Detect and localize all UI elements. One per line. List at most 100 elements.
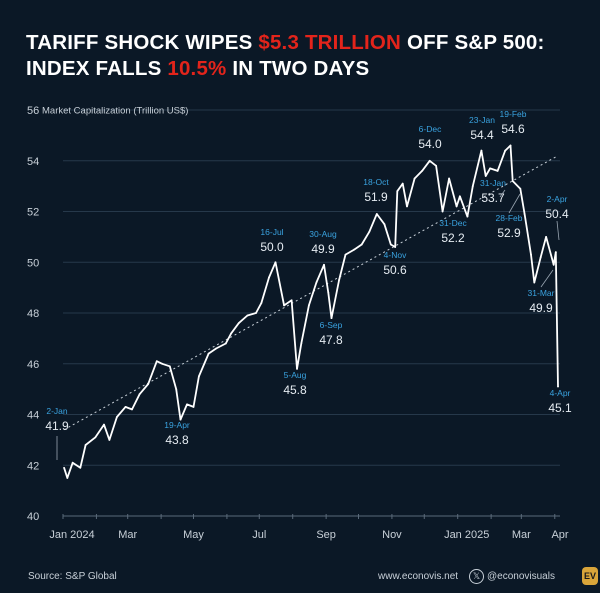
econovis-logo: EV	[582, 567, 598, 585]
data-point	[509, 144, 512, 147]
y-tick-label: 48	[27, 308, 39, 320]
annotation-value: 47.8	[319, 333, 343, 347]
annotation-date: 31-Dec	[439, 218, 467, 228]
data-point	[268, 276, 270, 279]
y-tick-label: 46	[27, 359, 39, 371]
y-tick-label: 42	[27, 460, 39, 472]
x-tick-label: May	[183, 529, 204, 541]
data-point	[274, 261, 277, 264]
x-tick-label: Mar	[118, 529, 137, 541]
data-point	[192, 405, 195, 408]
annotation-date: 5-Aug	[284, 370, 307, 380]
data-point	[315, 281, 318, 284]
x-tick-label: Mar	[512, 529, 531, 541]
data-point	[230, 332, 233, 335]
annotation-leader	[556, 220, 560, 241]
data-point	[71, 461, 74, 464]
annotation-value: 41.9	[45, 419, 69, 433]
data-point	[296, 367, 298, 370]
y-tick-label: 56	[27, 105, 39, 117]
data-point	[435, 164, 438, 167]
title-text: IN TWO DAYS	[226, 57, 370, 80]
data-point	[484, 175, 487, 177]
annotation-value: 43.8	[165, 433, 189, 447]
annotation-date: 6-Sep	[320, 320, 343, 330]
annotation-date: 2-Jan	[46, 406, 68, 416]
data-point	[330, 317, 333, 319]
data-point	[155, 360, 158, 363]
data-point	[519, 187, 522, 190]
data-point	[138, 393, 141, 396]
source-note: Source: S&P Global	[28, 571, 117, 582]
data-point	[224, 342, 227, 345]
data-point	[260, 301, 263, 304]
data-point	[108, 438, 111, 441]
data-point	[421, 170, 424, 172]
data-point	[283, 304, 285, 307]
data-point	[360, 243, 363, 246]
data-point	[480, 149, 483, 152]
annotation-date: 2-Apr	[547, 194, 568, 204]
data-point	[338, 279, 340, 281]
data-point	[215, 347, 218, 350]
annotation-date: 4-Nov	[384, 250, 407, 260]
data-point	[458, 195, 461, 198]
data-point	[175, 388, 178, 391]
data-point	[103, 423, 105, 426]
annotation-value: 54.4	[470, 128, 494, 142]
data-point	[300, 342, 303, 345]
data-point	[323, 263, 325, 266]
annotation-date: 31-Jan	[480, 178, 506, 188]
data-point	[353, 248, 356, 251]
website-link[interactable]: www.econovis.net	[378, 571, 459, 582]
data-point	[79, 466, 82, 469]
annotation-date: 18-Oct	[363, 177, 389, 187]
data-point	[545, 235, 548, 238]
market-cap-line	[63, 144, 559, 479]
x-tick-label: Jan 2025	[444, 529, 489, 541]
y-axis-label: Market Capitalization (Trillion US$)	[42, 106, 188, 117]
annotation-value: 52.9	[497, 226, 521, 240]
data-point	[530, 253, 532, 256]
annotation-value: 50.6	[383, 263, 407, 277]
data-point	[396, 190, 399, 193]
data-point	[448, 177, 450, 180]
data-point	[441, 210, 444, 213]
annotation-date: 4-Apr	[550, 388, 571, 398]
data-point	[179, 418, 182, 421]
data-point	[504, 149, 507, 152]
data-point	[116, 416, 118, 418]
x-tick-label: Jul	[252, 529, 266, 541]
trend-line	[63, 155, 559, 431]
x-logo-icon: 𝕏	[469, 569, 484, 584]
x-tick-label: Jan 2024	[49, 529, 94, 541]
data-point	[255, 312, 257, 314]
annotation-date: 19-Feb	[500, 109, 527, 119]
data-point	[207, 352, 210, 355]
social-handle[interactable]: @econovisuals	[487, 571, 555, 582]
title-highlight: $5.3 TRILLION	[258, 31, 402, 54]
data-point	[290, 299, 293, 302]
chart-title: TARIFF SHOCK WIPES $5.3 TRILLION OFF S&P…	[26, 30, 545, 82]
data-point	[246, 314, 249, 317]
annotation-date: 31-Mar	[528, 288, 555, 298]
data-point	[496, 170, 499, 172]
x-tick-label: Sep	[316, 529, 336, 541]
annotation-value: 49.9	[311, 242, 335, 256]
data-point	[533, 281, 536, 284]
data-point	[124, 405, 127, 408]
data-point	[197, 375, 200, 378]
data-point	[539, 256, 542, 259]
data-point	[511, 180, 514, 182]
data-point	[394, 246, 397, 248]
annotation-leader	[508, 193, 521, 214]
y-tick-label: 50	[27, 257, 39, 269]
data-point	[489, 167, 491, 170]
annotation-value: 53.7	[481, 191, 505, 205]
title-line-2: INDEX FALLS 10.5% IN TWO DAYS	[26, 56, 545, 82]
annotation-value: 51.9	[364, 190, 388, 204]
annotation-date: 30-Aug	[309, 229, 337, 239]
data-point	[161, 362, 164, 365]
data-point	[131, 408, 133, 411]
